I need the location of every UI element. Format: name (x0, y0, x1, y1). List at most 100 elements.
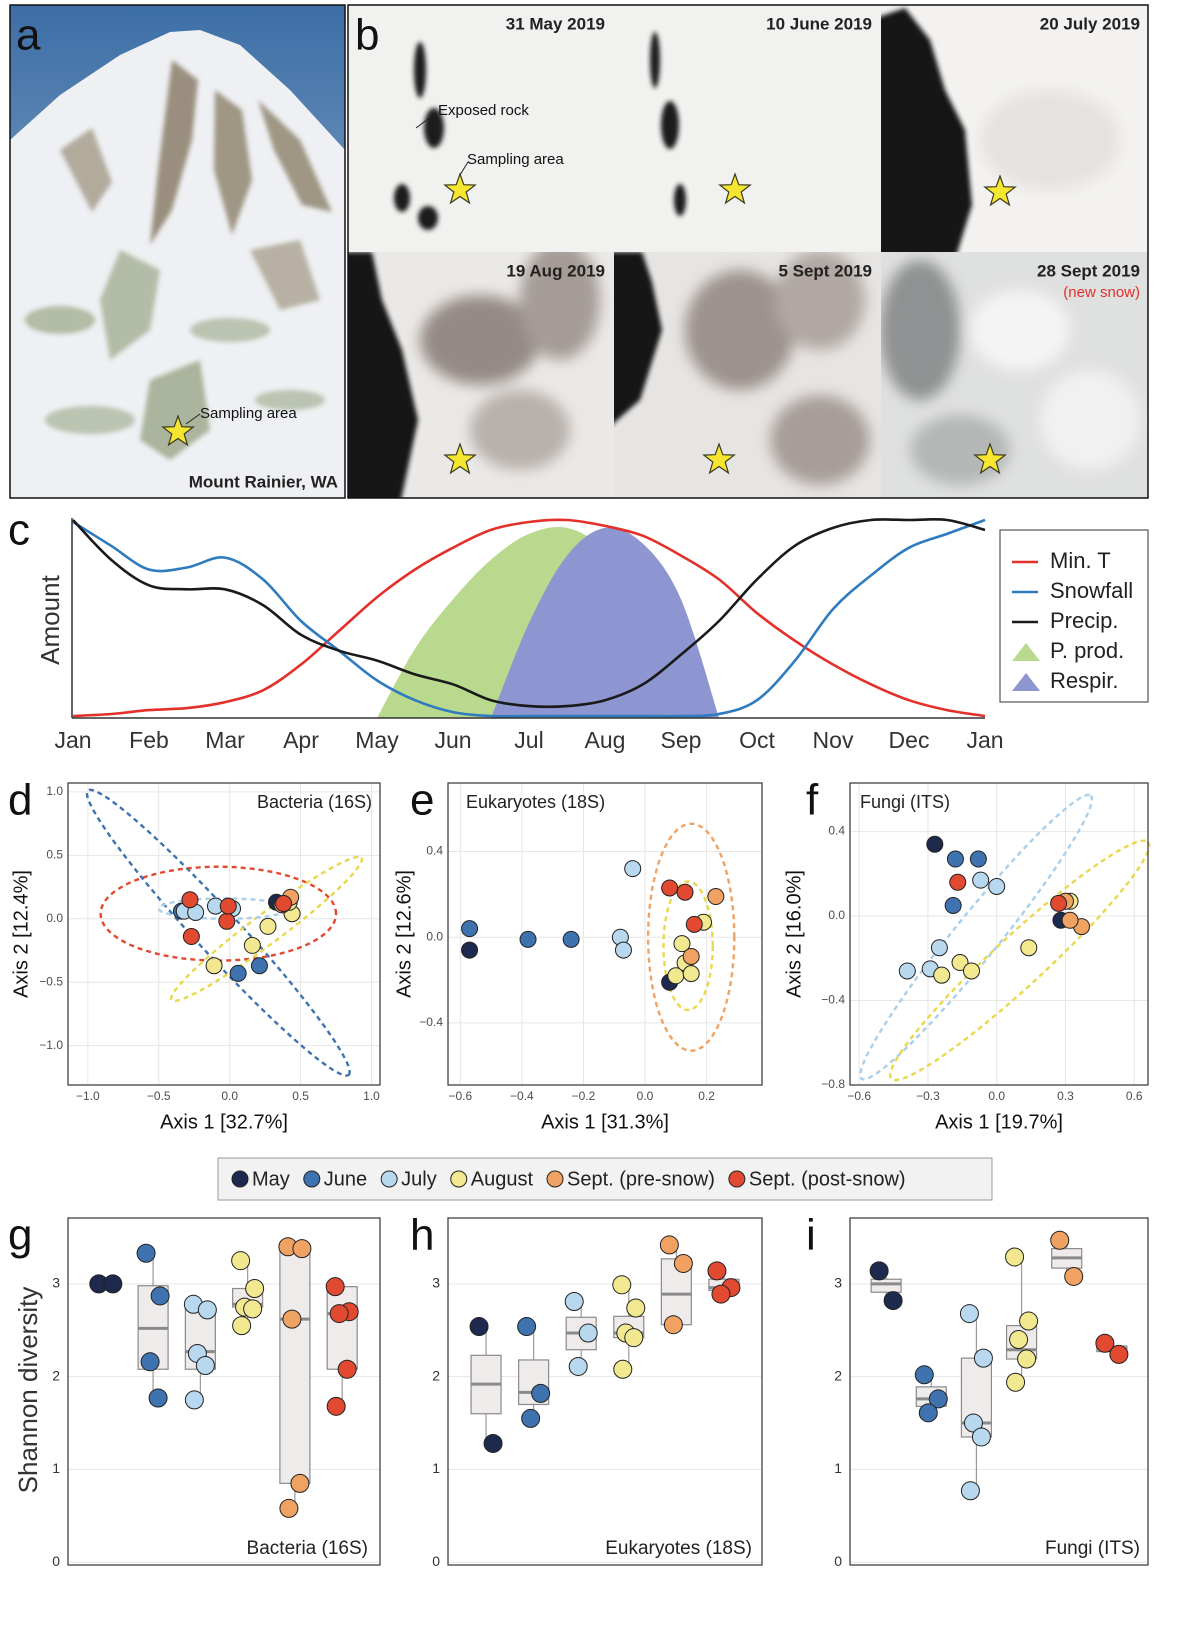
shade (980, 90, 1120, 190)
shade-blob (970, 290, 1070, 370)
point (338, 1360, 356, 1378)
x-tick-label: −0.5 (147, 1089, 171, 1103)
legend-swatch (381, 1171, 397, 1187)
point (960, 1305, 978, 1323)
point (677, 884, 693, 900)
rock-blob (418, 206, 438, 230)
y-axis-title: Axis 2 [16.0%] (783, 870, 805, 998)
point (283, 1310, 301, 1328)
point (232, 1252, 250, 1270)
legend-label: Sept. (pre-snow) (567, 1168, 715, 1190)
point (963, 963, 979, 979)
y-axis-title: Shannon diversity (13, 1287, 43, 1494)
point (613, 1276, 631, 1294)
rock-blob (674, 184, 686, 216)
x-tick-label: Oct (739, 727, 775, 753)
shade-blob (910, 415, 1010, 485)
x-tick-label: 0.6 (1126, 1089, 1143, 1103)
panel-title: Bacteria (16S) (247, 1538, 368, 1559)
point (945, 897, 961, 913)
point (1006, 1248, 1024, 1266)
y-tick-label: 0.4 (426, 844, 443, 858)
x-tick-label: −0.4 (510, 1089, 534, 1103)
panel-label: h (410, 1211, 434, 1260)
x-tick-label: 0.2 (698, 1089, 715, 1103)
panel-title: Fungi (ITS) (1045, 1538, 1140, 1559)
panel-label: d (8, 776, 32, 825)
x-axis-title: Axis 1 [32.7%] (160, 1111, 288, 1133)
y-tick-label: 1 (52, 1460, 60, 1476)
y-tick-label: 0 (432, 1553, 440, 1569)
x-tick-label: −0.6 (448, 1089, 472, 1103)
point (206, 958, 222, 974)
legend-label: Min. T (1050, 548, 1111, 573)
panel-label: g (8, 1211, 32, 1260)
plot-area (448, 783, 762, 1085)
legend-label: May (252, 1168, 290, 1190)
legend-label: June (324, 1168, 367, 1190)
frame-note: (new snow) (1063, 284, 1140, 301)
shade-blob (470, 390, 570, 470)
plot-area (850, 783, 1148, 1085)
legend-label: Respir. (1050, 668, 1118, 693)
panel-title: Eukaryotes (18S) (466, 792, 605, 812)
point (569, 1357, 587, 1375)
photo-frame (606, 250, 881, 498)
shade-blob (520, 240, 600, 360)
point (1021, 940, 1037, 956)
point (1062, 912, 1078, 928)
point (220, 898, 236, 914)
point (1020, 1312, 1038, 1330)
point (293, 1240, 311, 1258)
x-tick-label: May (355, 727, 399, 753)
point (915, 1366, 933, 1384)
rock-blob (414, 42, 426, 98)
panel-label: c (8, 506, 30, 555)
point (462, 942, 478, 958)
panel-title: Fungi (ITS) (860, 792, 950, 812)
point (899, 963, 915, 979)
legend-swatch (451, 1171, 467, 1187)
x-tick-label: Jan (966, 727, 1003, 753)
point (484, 1434, 502, 1452)
point (462, 921, 478, 937)
point (565, 1293, 583, 1311)
point (326, 1278, 344, 1296)
photo-frame (870, 5, 1148, 260)
box (871, 1279, 901, 1292)
y-tick-label: 1.0 (46, 784, 63, 798)
point (664, 1316, 682, 1334)
legend-swatch (232, 1171, 248, 1187)
point (219, 913, 235, 929)
y-tick-label: −0.5 (39, 974, 63, 988)
point (1051, 1231, 1069, 1249)
y-tick-label: 3 (432, 1275, 440, 1291)
rock-blob (394, 184, 410, 212)
page: {"figure": { "a": {"label": "a", "annota… (0, 0, 1191, 1625)
point (972, 1428, 990, 1446)
point (974, 1349, 992, 1367)
y-tick-label: 0.4 (828, 824, 845, 838)
y-axis-title: Axis 2 [12.6%] (393, 870, 415, 998)
legend-label: July (401, 1168, 437, 1190)
x-tick-label: 1.0 (363, 1089, 380, 1103)
point (660, 1236, 678, 1254)
point (104, 1275, 122, 1293)
y-axis-title: Axis 2 [12.4%] (10, 870, 32, 998)
x-tick-label: 0.0 (221, 1089, 238, 1103)
frame-date: 31 May 2019 (506, 14, 605, 33)
panel-label: b (355, 11, 379, 60)
legend-label: P. prod. (1050, 638, 1124, 663)
point (708, 889, 724, 905)
point (708, 1262, 726, 1280)
point (614, 1360, 632, 1378)
shade-blob (770, 395, 870, 485)
point (1010, 1331, 1028, 1349)
point (185, 1391, 203, 1409)
point (522, 1409, 540, 1427)
point (1007, 1373, 1025, 1391)
point (151, 1287, 169, 1305)
point (686, 916, 702, 932)
x-tick-label: Apr (283, 727, 319, 753)
x-tick-label: −1.0 (76, 1089, 100, 1103)
